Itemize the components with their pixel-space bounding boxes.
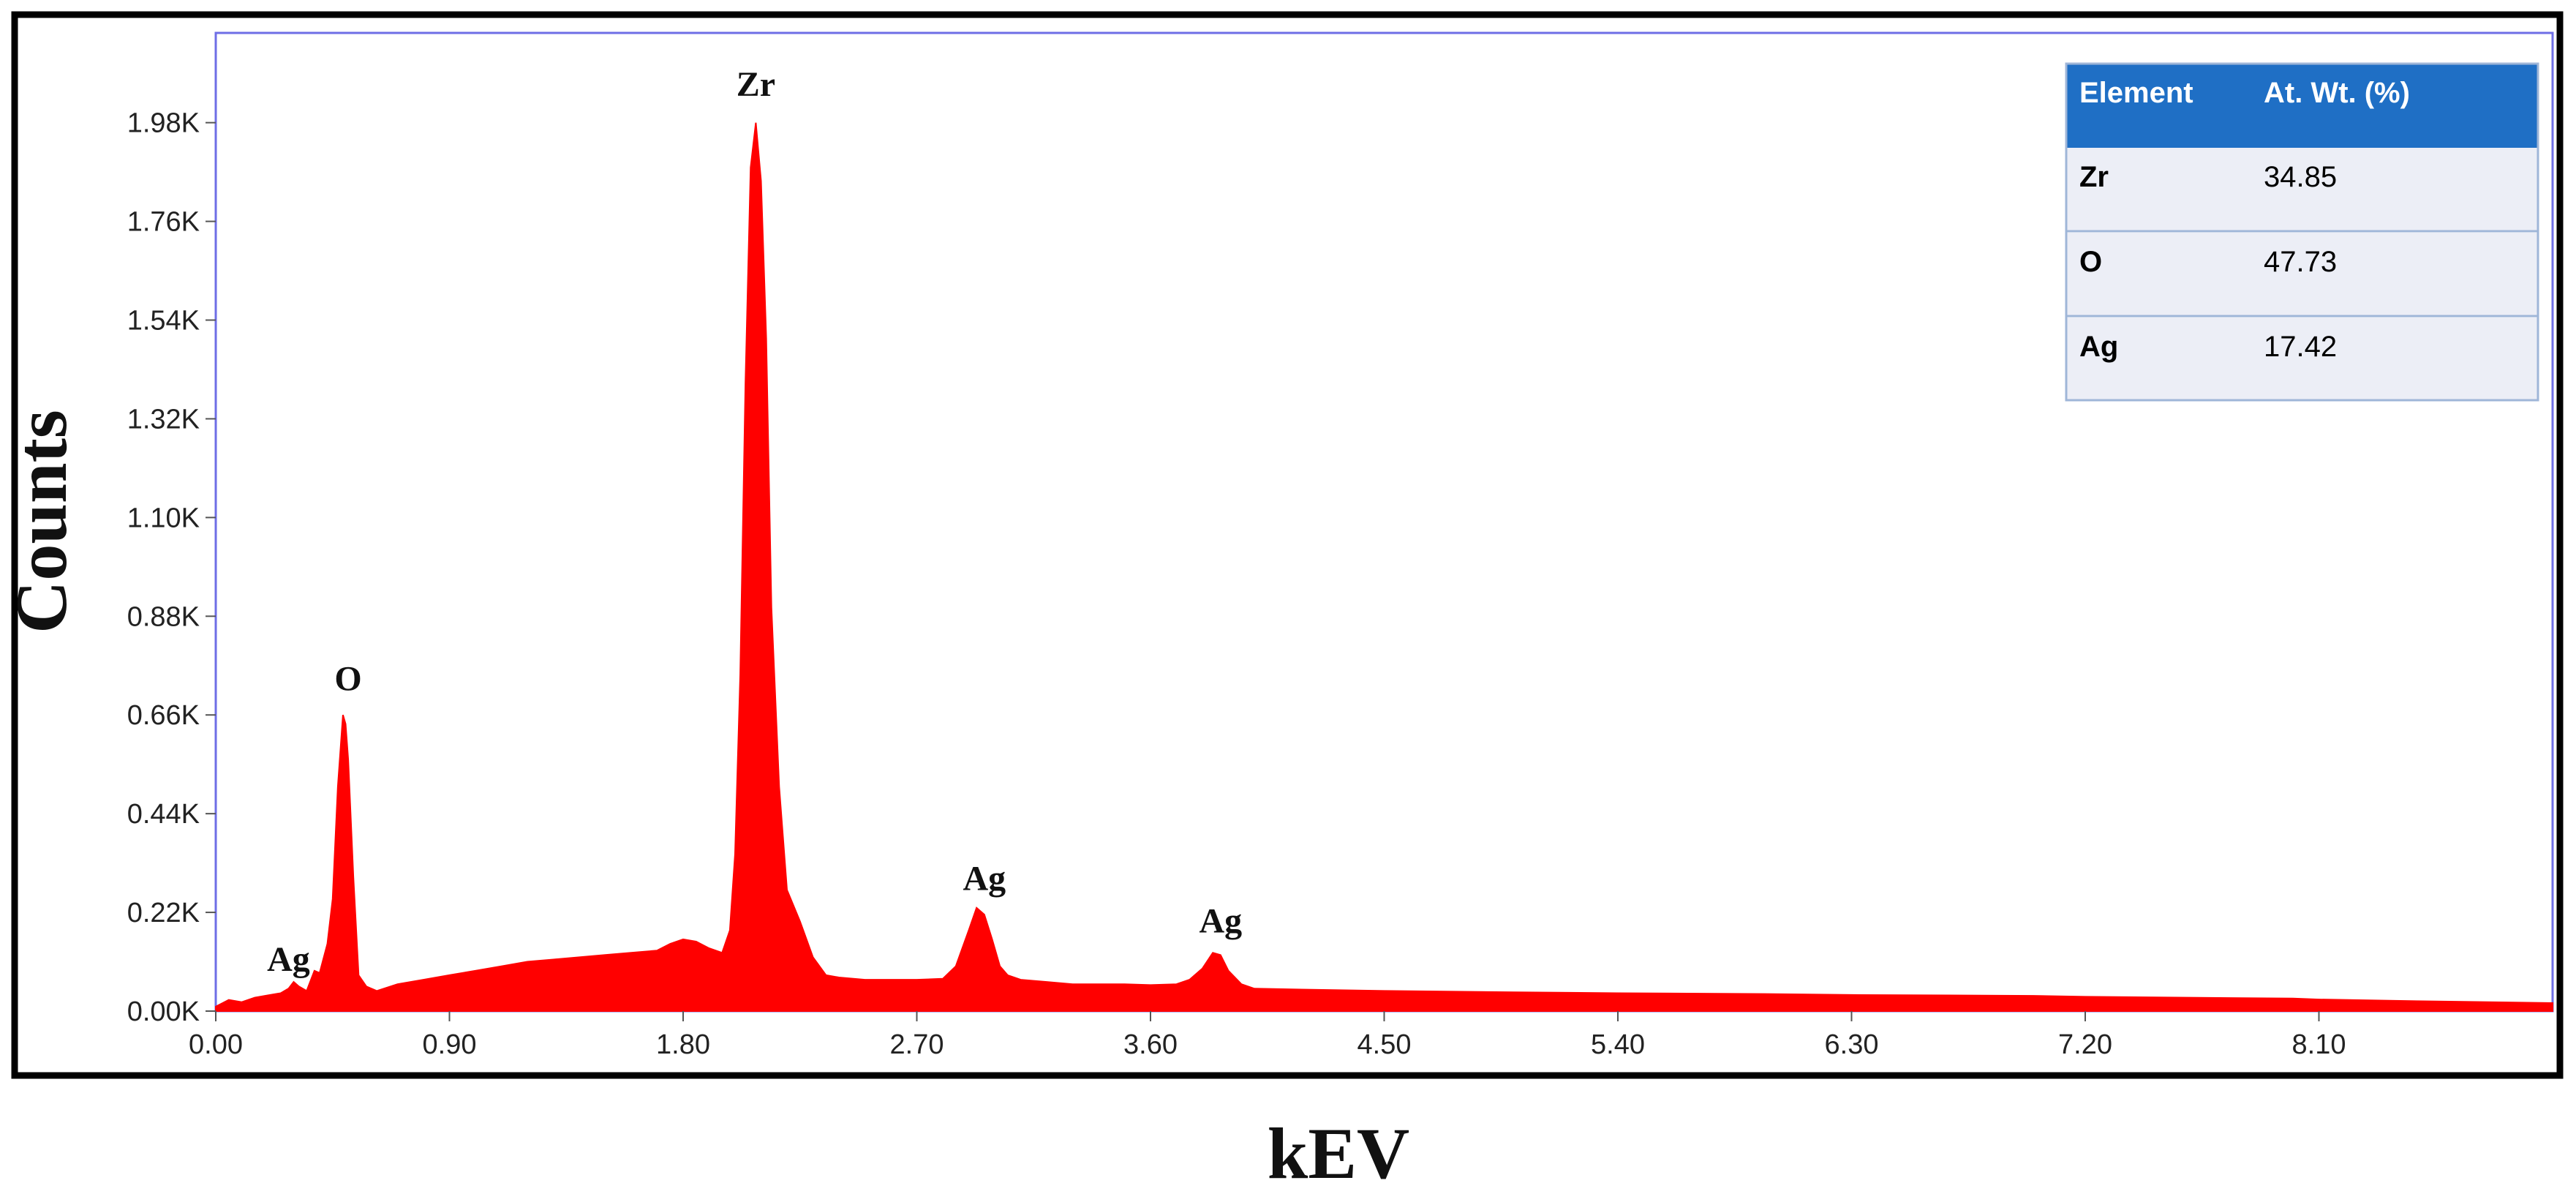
table-cell-element: O (2079, 246, 2102, 278)
x-tick-label: 2.70 (890, 1029, 944, 1060)
y-tick-label: 0.88K (127, 601, 200, 632)
y-tick-label: 1.76K (127, 207, 200, 238)
y-tick-label: 1.32K (127, 404, 200, 435)
table-cell-weight: 34.85 (2264, 161, 2337, 193)
table-row-bg (2066, 318, 2538, 400)
x-tick-label: 8.10 (2292, 1029, 2346, 1060)
y-tick-label: 0.00K (127, 996, 200, 1027)
x-tick-label: 7.20 (2058, 1029, 2112, 1060)
element-table: Element At. Wt. (%) Zr 34.85 O 47.73 Ag … (2065, 62, 2539, 402)
peak-label: O (334, 659, 361, 698)
y-tick-label: 1.54K (127, 306, 200, 337)
peak-labels: Ag O Zr Ag Ag (267, 65, 1242, 979)
table-border (2065, 62, 2539, 402)
table-header-weight: At. Wt. (%) (2264, 77, 2410, 109)
x-tick-label: 1.80 (656, 1029, 710, 1060)
peak-label: Ag (963, 859, 1006, 898)
x-tick-label: 0.90 (423, 1029, 477, 1060)
x-tick-label: 3.60 (1123, 1029, 1178, 1060)
x-tick-label: 4.50 (1357, 1029, 1412, 1060)
table-cell-weight: 17.42 (2264, 331, 2337, 363)
y-tick-label: 1.10K (127, 503, 200, 533)
peak-label: Ag (267, 940, 310, 979)
peak-label: Ag (1200, 902, 1243, 941)
table-cell-element: Zr (2079, 161, 2109, 193)
peak-label: Zr (737, 65, 775, 104)
y-axis-ticks: 0.00K 0.22K 0.44K 0.66K 0.88K 1.10K 1.32K 1.54K… (127, 108, 216, 1027)
y-tick-label: 0.22K (127, 898, 200, 928)
table-header-element: Element (2079, 77, 2193, 109)
table-row-bg (2066, 148, 2538, 230)
y-tick-label: 0.44K (127, 799, 200, 830)
spectrum-series (215, 122, 2553, 1012)
table-cell-weight: 47.73 (2264, 246, 2337, 278)
x-axis-title: kEV (1268, 1113, 1410, 1194)
outer-frame (11, 11, 2564, 1079)
y-tick-label: 1.98K (127, 108, 200, 139)
y-tick-label: 0.66K (127, 700, 200, 731)
x-tick-label: 6.30 (1825, 1029, 1879, 1060)
table-cell-element: Ag (2079, 331, 2118, 363)
x-axis-ticks: 0.00 0.90 1.80 2.70 3.60 4.50 5.40 6.30 7.20 8.10 (189, 1011, 2346, 1060)
x-tick-label: 0.00 (189, 1029, 243, 1060)
y-axis-title: Counts (1, 410, 82, 634)
table-header-bg (2066, 64, 2538, 148)
x-tick-label: 5.40 (1591, 1029, 1645, 1060)
table-row-bg (2066, 233, 2538, 315)
